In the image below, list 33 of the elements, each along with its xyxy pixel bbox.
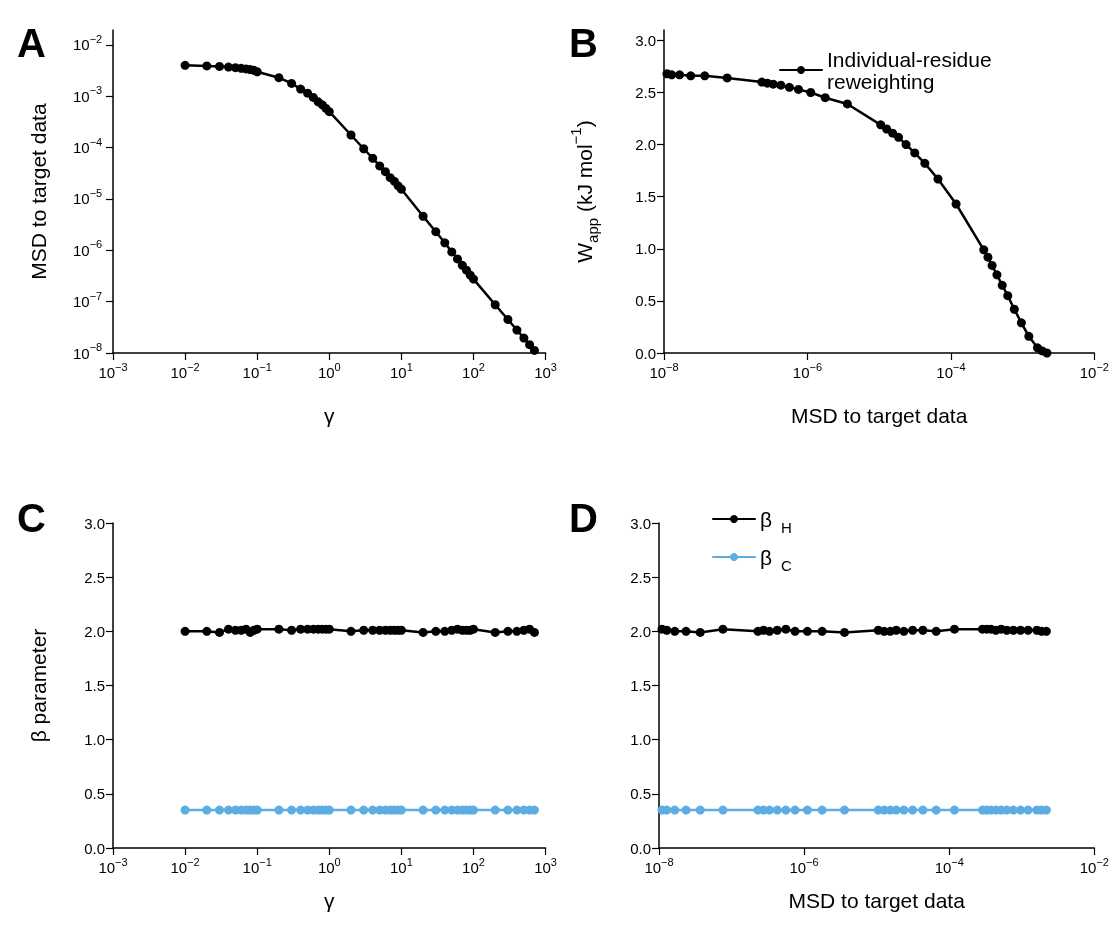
- y-tick-label: 0.0: [630, 839, 651, 857]
- chart-title: B: [569, 21, 598, 65]
- x-axis-title: γ: [324, 889, 336, 912]
- y-tick-label: 1.0: [630, 731, 651, 749]
- y-tick-label: 1.5: [84, 677, 105, 694]
- y-axis-title: Wapp (kJ mol−1): [567, 120, 601, 263]
- legend-label: Individual-residue reweighting: [827, 47, 998, 93]
- y-tick-label: 3.0: [635, 31, 656, 49]
- y-tick-label: 2.0: [635, 136, 656, 154]
- y-tick-label: 2.0: [630, 622, 651, 640]
- y-tick-label: 2.5: [635, 84, 656, 102]
- y-axis-title: β parameter: [27, 628, 50, 743]
- y-tick-label: 0.5: [635, 292, 656, 310]
- y-tick-label: 1.5: [635, 188, 656, 206]
- y-tick-label: 2.5: [84, 568, 105, 586]
- y-tick-label: 1.0: [84, 731, 105, 749]
- y-tick-label: 1.0: [635, 240, 656, 258]
- y-tick-label: 3.0: [84, 514, 105, 532]
- chart-title: C: [17, 496, 46, 540]
- y-tick-label: 0.5: [630, 785, 651, 803]
- y-tick-label: 0.0: [635, 344, 656, 362]
- y-tick-label: 0.0: [84, 839, 105, 857]
- y-tick-label: 1.5: [630, 677, 651, 694]
- y-tick-label: 2.5: [630, 568, 651, 586]
- x-axis-title: MSD to target data: [788, 889, 966, 912]
- y-tick-label: 0.5: [84, 785, 105, 803]
- y-axis-title: MSD to target data: [27, 103, 50, 280]
- x-axis-title: γ: [324, 404, 336, 427]
- y-tick-label: 2.0: [84, 622, 105, 640]
- y-tick-label: 3.0: [630, 514, 651, 532]
- chart-title: A: [17, 21, 46, 65]
- x-axis-title: MSD to target data: [791, 404, 968, 427]
- chart-title: D: [569, 496, 598, 540]
